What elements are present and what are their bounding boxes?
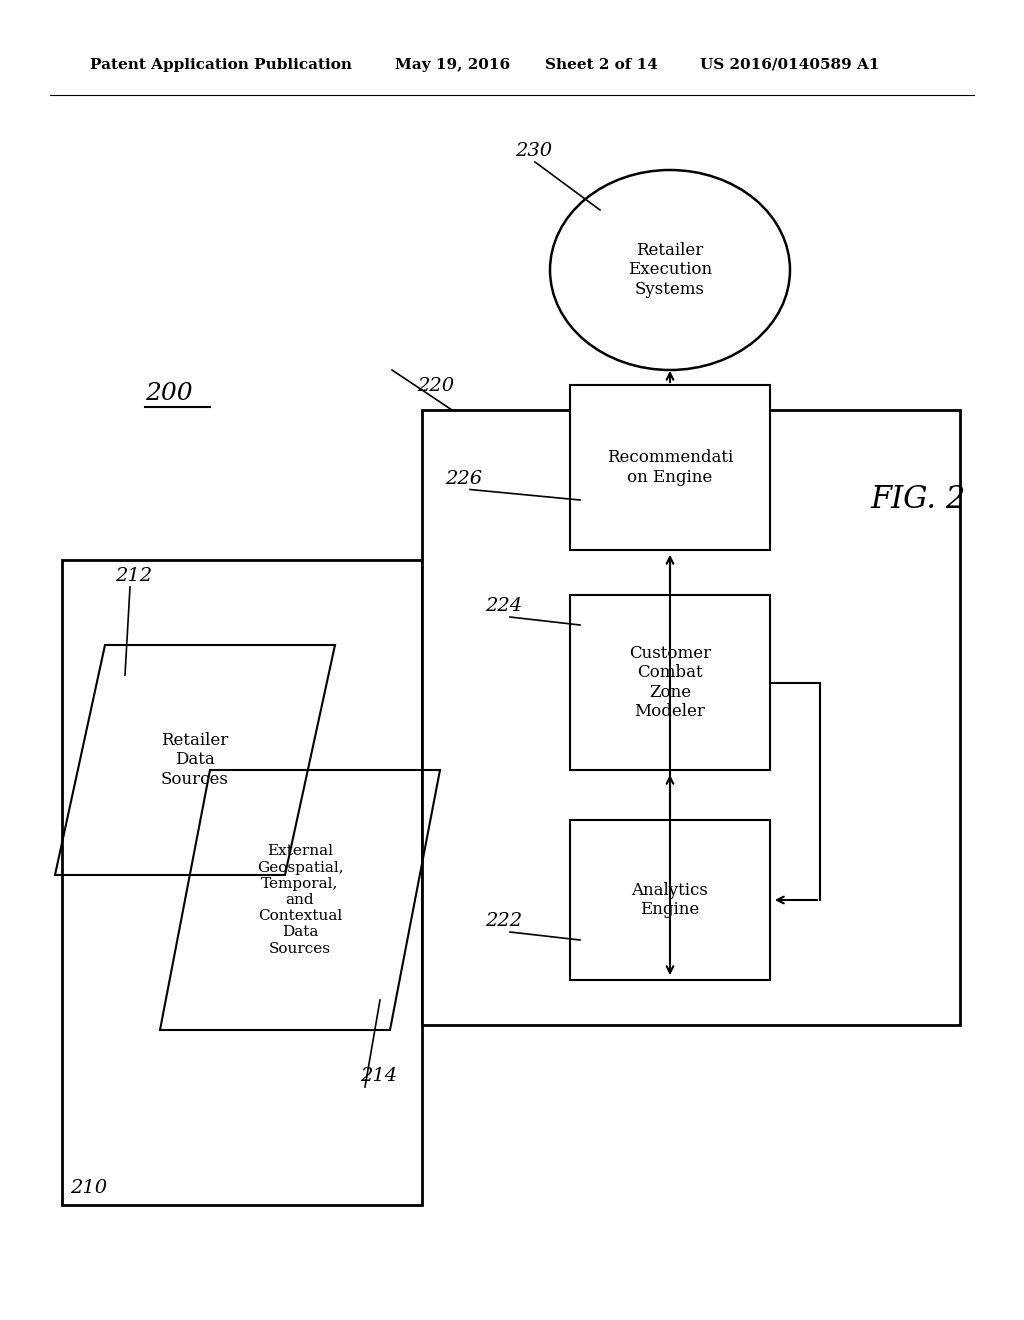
- Text: Customer
Combat
Zone
Modeler: Customer Combat Zone Modeler: [629, 644, 711, 721]
- Bar: [570, 820, 770, 979]
- Bar: [570, 595, 770, 770]
- Text: Patent Application Publication: Patent Application Publication: [90, 58, 352, 73]
- Text: 214: 214: [360, 1067, 397, 1085]
- Text: 226: 226: [445, 470, 482, 487]
- Text: 230: 230: [515, 143, 552, 160]
- Text: Sheet 2 of 14: Sheet 2 of 14: [545, 58, 657, 73]
- Text: May 19, 2016: May 19, 2016: [395, 58, 510, 73]
- Text: 210: 210: [70, 1179, 108, 1197]
- Text: 224: 224: [485, 597, 522, 615]
- Bar: [62, 560, 422, 1205]
- Text: 222: 222: [485, 912, 522, 931]
- Text: 212: 212: [115, 568, 153, 585]
- Bar: [422, 411, 961, 1026]
- Text: Retailer
Execution
Systems: Retailer Execution Systems: [628, 242, 712, 298]
- Text: 200: 200: [145, 381, 193, 405]
- Text: Recommendati
on Engine: Recommendati on Engine: [607, 449, 733, 486]
- Text: External
Geospatial,
Temporal,
and
Contextual
Data
Sources: External Geospatial, Temporal, and Conte…: [257, 845, 343, 956]
- Text: 220: 220: [417, 378, 454, 395]
- Text: Retailer
Data
Sources: Retailer Data Sources: [161, 731, 229, 788]
- Text: Analytics
Engine: Analytics Engine: [632, 882, 709, 919]
- Text: US 2016/0140589 A1: US 2016/0140589 A1: [700, 58, 880, 73]
- Text: FIG. 2: FIG. 2: [870, 484, 966, 516]
- Bar: [570, 385, 770, 550]
